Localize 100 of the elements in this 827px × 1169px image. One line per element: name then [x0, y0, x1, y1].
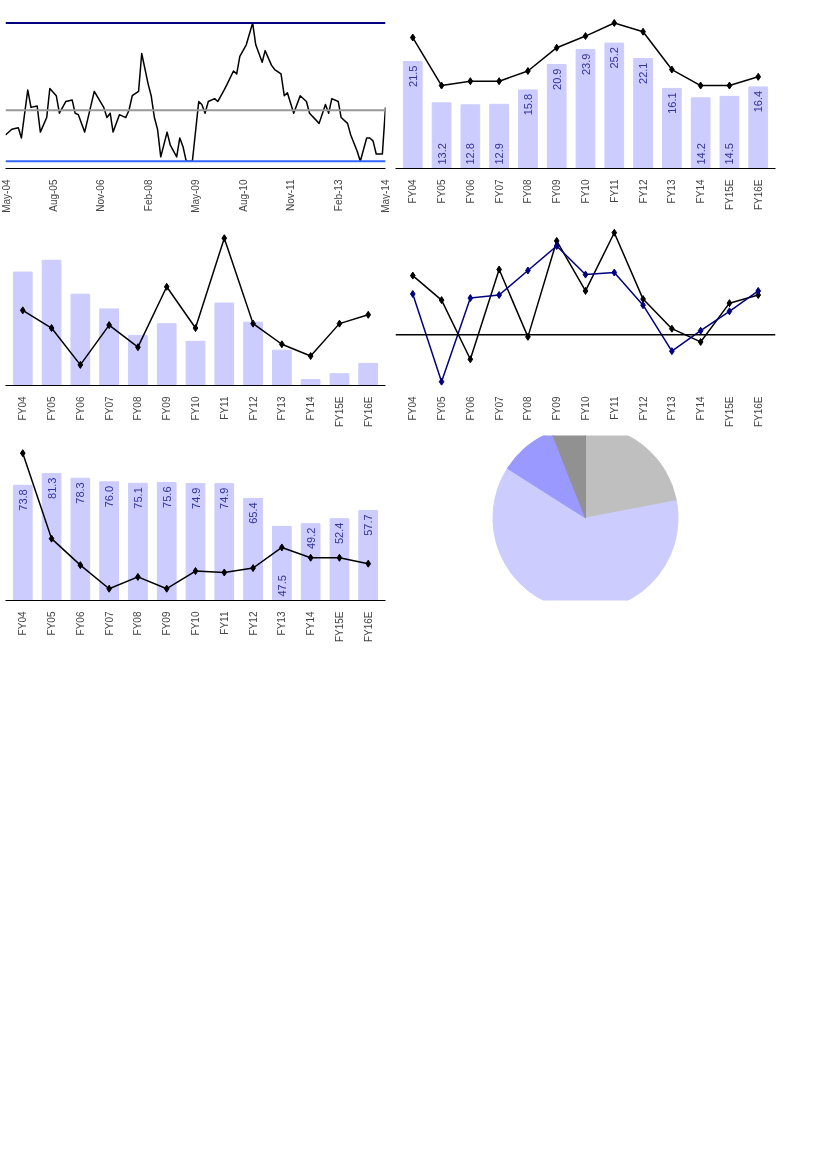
x-tick-label: FY15E	[723, 396, 735, 428]
bar	[243, 321, 263, 386]
bar	[156, 481, 177, 601]
bar	[272, 349, 292, 386]
data-label: 14.5	[723, 143, 736, 165]
data-label: 16.1	[665, 92, 678, 114]
x-tick-label: FY04	[407, 396, 419, 421]
x-tick-label: FY05	[46, 611, 58, 636]
x-tick-label: May-09	[190, 179, 201, 213]
data-label: 65.4	[247, 502, 260, 524]
x-tick-label: FY07	[493, 179, 505, 204]
point	[697, 81, 704, 90]
point	[77, 360, 84, 369]
bar	[748, 86, 769, 169]
x-tick-label: FY13	[276, 396, 288, 421]
point	[336, 319, 343, 328]
bar	[402, 61, 423, 169]
data-label: 73.8	[16, 489, 29, 511]
bar	[719, 95, 740, 169]
point	[48, 534, 55, 543]
data-label: 21.5	[406, 65, 419, 87]
point	[755, 72, 762, 81]
x-tick-label: FY05	[46, 396, 58, 421]
x-tick-label: FY04	[17, 611, 29, 636]
data-label: 13.2	[435, 143, 448, 165]
point	[582, 286, 589, 295]
data-label: 23.9	[579, 53, 592, 75]
x-tick-label: FY16E	[362, 611, 374, 643]
x-tick-label: FY12	[637, 396, 649, 421]
x-tick-label: FY11	[218, 611, 230, 635]
x-tick-label: FY09	[551, 179, 563, 204]
x-tick-label: FY07	[103, 611, 115, 636]
point	[163, 584, 170, 593]
x-tick-label: FY14	[695, 396, 707, 421]
bar	[243, 497, 263, 601]
x-tick-label: FY08	[522, 396, 534, 421]
x-tick-label: FY08	[132, 611, 144, 636]
x-tick-label: FY06	[464, 179, 476, 204]
point	[611, 228, 618, 237]
point	[77, 561, 84, 570]
point	[582, 270, 589, 279]
x-tick-label: FY12	[247, 396, 259, 421]
point	[697, 337, 704, 346]
x-tick-label: FY13	[276, 611, 288, 636]
bar	[460, 104, 481, 169]
x-tick-label: FY16E	[752, 179, 764, 211]
bar	[633, 58, 653, 169]
x-tick-label: FY10	[580, 179, 591, 204]
data-label: 12.8	[464, 143, 477, 165]
bar	[214, 302, 235, 386]
point	[467, 77, 474, 86]
point	[467, 294, 474, 303]
x-tick-label: FY11	[608, 396, 620, 420]
data-label: 47.5	[275, 575, 288, 597]
x-tick-label: Aug-10	[237, 179, 249, 212]
x-tick-label: FY08	[132, 396, 144, 421]
bar	[185, 483, 206, 601]
x-tick-label: FY13	[666, 179, 678, 204]
x-tick-label: FY10	[190, 611, 201, 636]
bar	[70, 293, 91, 386]
x-tick-label: FY05	[436, 179, 448, 204]
data-label: 81.3	[45, 477, 58, 499]
data-label: 25.2	[608, 47, 621, 69]
bar	[41, 259, 62, 386]
x-tick-label: FY11	[218, 396, 230, 420]
x-tick-label: FY06	[464, 396, 476, 421]
x-tick-label: FY15E	[333, 611, 345, 643]
x-tick-label: Feb-13	[332, 179, 344, 212]
bar	[431, 102, 452, 169]
point	[611, 18, 618, 27]
x-tick-label: FY07	[103, 396, 115, 421]
x-tick-label: FY08	[522, 179, 534, 204]
data-label: 74.9	[218, 487, 231, 509]
point	[365, 559, 372, 568]
bar	[128, 482, 148, 601]
x-tick-label: FY06	[74, 396, 86, 421]
data-label: 75.6	[160, 486, 173, 508]
x-tick-label: FY10	[190, 396, 201, 421]
data-label: 14.2	[694, 143, 707, 165]
x-tick-label: Aug-05	[47, 179, 59, 212]
point	[611, 268, 618, 277]
data-label: 52.4	[333, 522, 346, 545]
point	[553, 242, 560, 251]
x-tick-label: FY15E	[333, 396, 345, 428]
point	[19, 306, 26, 315]
bar	[156, 323, 177, 386]
x-tick-label: FY09	[551, 396, 563, 421]
bar	[12, 484, 33, 601]
x-tick-label: FY12	[247, 611, 259, 636]
data-label: 57.7	[362, 514, 375, 536]
point	[409, 271, 416, 280]
x-tick-label: FY16E	[362, 396, 374, 428]
point	[438, 296, 445, 305]
point	[726, 81, 733, 90]
bar	[99, 481, 119, 601]
data-label: 75.1	[131, 487, 144, 509]
bar	[329, 518, 350, 601]
x-tick-label: Nov-11	[285, 179, 297, 211]
data-label: 12.9	[493, 143, 506, 165]
point	[553, 43, 560, 52]
